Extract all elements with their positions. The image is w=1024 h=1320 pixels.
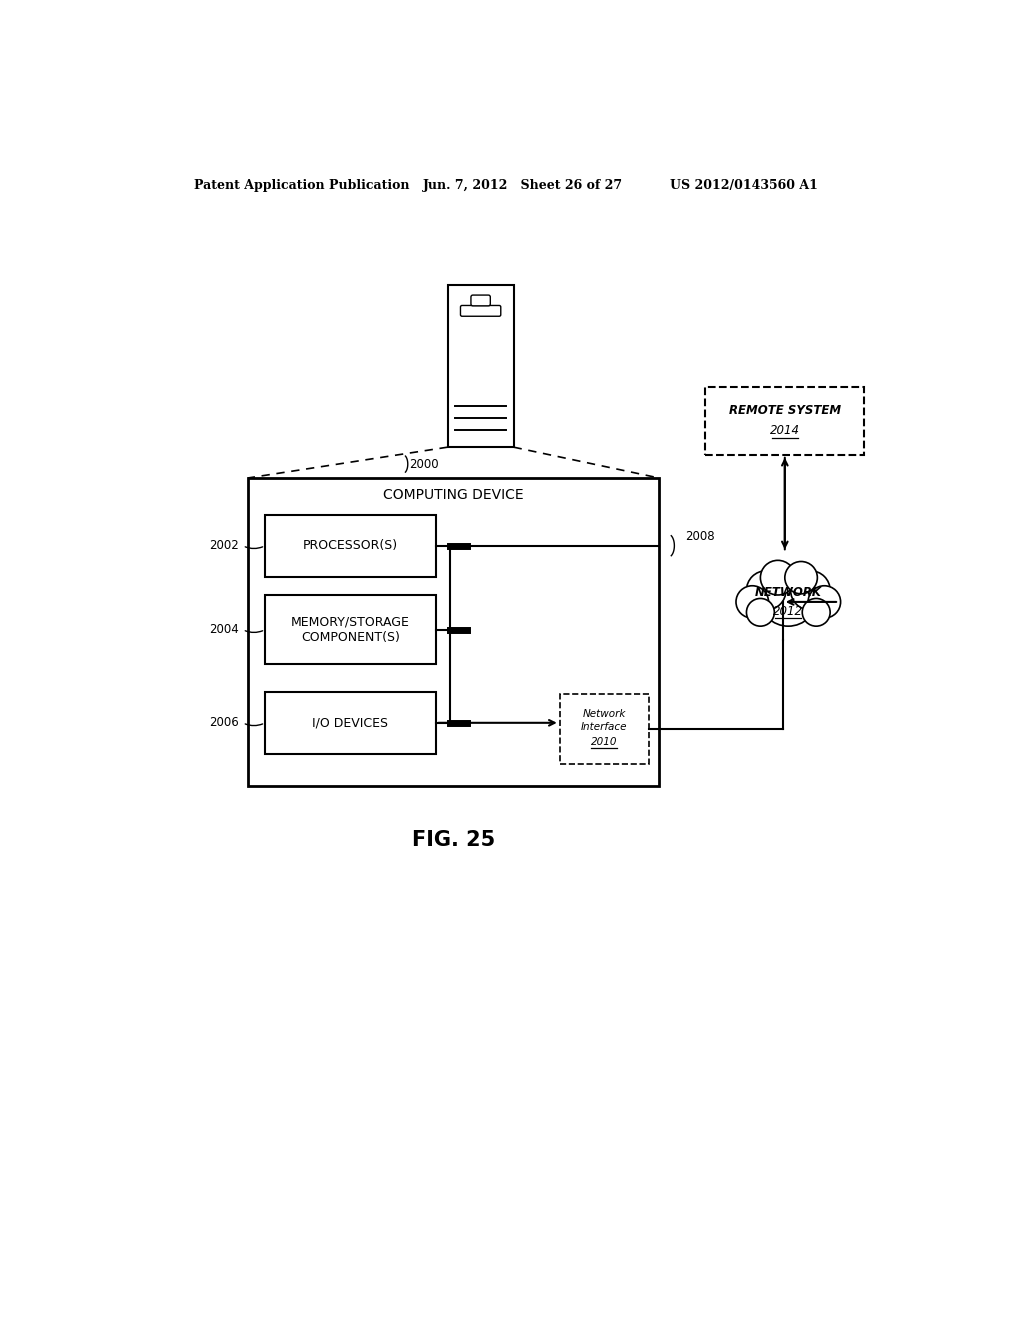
Text: 2004: 2004 (209, 623, 239, 636)
Text: 2008: 2008 (685, 529, 715, 543)
Text: 2014: 2014 (770, 424, 800, 437)
Text: PROCESSOR(S): PROCESSOR(S) (303, 539, 398, 552)
Text: COMPUTING DEVICE: COMPUTING DEVICE (383, 488, 524, 502)
Text: 2002: 2002 (209, 539, 239, 552)
Text: Jun. 7, 2012   Sheet 26 of 27: Jun. 7, 2012 Sheet 26 of 27 (423, 178, 623, 191)
FancyBboxPatch shape (447, 285, 514, 447)
FancyBboxPatch shape (560, 693, 649, 764)
Circle shape (784, 561, 817, 594)
Text: MEMORY/STORAGE
COMPONENT(S): MEMORY/STORAGE COMPONENT(S) (291, 615, 410, 644)
Text: REMOTE SYSTEM: REMOTE SYSTEM (729, 404, 841, 417)
Circle shape (808, 586, 841, 618)
Text: US 2012/0143560 A1: US 2012/0143560 A1 (671, 178, 818, 191)
FancyBboxPatch shape (471, 296, 490, 306)
Text: Network: Network (583, 709, 626, 718)
FancyBboxPatch shape (461, 305, 501, 317)
FancyBboxPatch shape (265, 595, 435, 664)
FancyBboxPatch shape (265, 692, 435, 754)
Circle shape (759, 569, 817, 626)
Text: FIG. 25: FIG. 25 (412, 830, 496, 850)
Text: 2006: 2006 (209, 717, 239, 730)
Circle shape (791, 570, 830, 610)
Circle shape (761, 561, 796, 595)
FancyBboxPatch shape (706, 387, 864, 455)
FancyBboxPatch shape (248, 478, 658, 785)
Circle shape (802, 598, 830, 626)
Text: I/O DEVICES: I/O DEVICES (312, 717, 388, 730)
Text: Interface: Interface (581, 722, 628, 733)
Circle shape (736, 586, 769, 618)
FancyBboxPatch shape (265, 515, 435, 577)
Circle shape (746, 570, 786, 610)
Text: NETWORK: NETWORK (755, 586, 822, 599)
Text: Patent Application Publication: Patent Application Publication (194, 178, 410, 191)
Circle shape (746, 598, 774, 626)
Text: 2000: 2000 (410, 458, 439, 471)
Text: 2012: 2012 (773, 605, 803, 618)
Text: 2010: 2010 (591, 737, 617, 747)
